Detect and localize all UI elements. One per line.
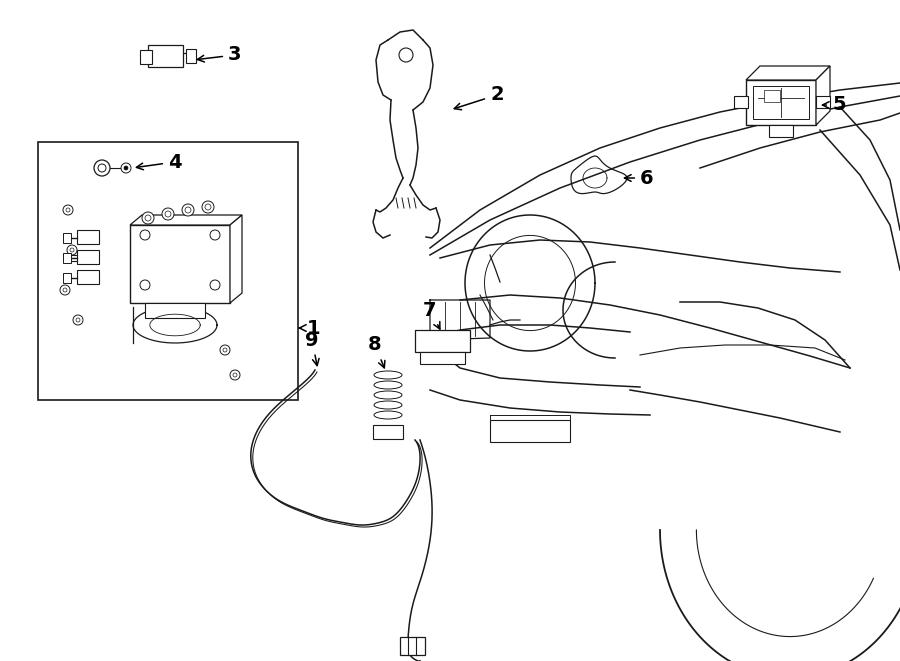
Circle shape [210, 230, 220, 240]
Bar [490, 420, 570, 442]
Circle shape [165, 211, 171, 217]
Text: 4: 4 [137, 153, 182, 171]
Bar [145, 303, 205, 318]
Bar [415, 330, 470, 352]
Circle shape [210, 280, 220, 290]
Circle shape [399, 48, 413, 62]
Circle shape [142, 212, 154, 224]
Bar [63, 253, 71, 263]
Circle shape [140, 230, 150, 240]
Bar [373, 425, 403, 439]
Circle shape [182, 204, 194, 216]
Bar [816, 96, 830, 108]
Text: 7: 7 [423, 301, 440, 329]
Circle shape [121, 163, 131, 173]
Bar [130, 225, 230, 303]
Bar [734, 96, 748, 108]
Circle shape [223, 348, 227, 352]
Bar [38, 142, 298, 400]
Polygon shape [746, 66, 830, 80]
Polygon shape [130, 215, 242, 225]
Bar [400, 637, 425, 655]
Ellipse shape [374, 401, 402, 409]
Circle shape [60, 285, 70, 295]
Bar [77, 230, 99, 244]
Circle shape [63, 205, 73, 215]
Polygon shape [230, 215, 242, 303]
Circle shape [67, 245, 77, 255]
Circle shape [185, 207, 191, 213]
Bar [753, 86, 809, 119]
Bar [77, 250, 99, 264]
Circle shape [66, 208, 70, 212]
Circle shape [202, 201, 214, 213]
Circle shape [205, 204, 211, 210]
Ellipse shape [374, 381, 402, 389]
Ellipse shape [374, 371, 402, 379]
Circle shape [140, 280, 150, 290]
Circle shape [230, 370, 240, 380]
Text: 2: 2 [454, 85, 504, 110]
Bar [186, 49, 196, 63]
Bar [746, 80, 816, 125]
Bar [140, 50, 152, 64]
Circle shape [124, 166, 128, 170]
Text: 9: 9 [305, 330, 320, 366]
Circle shape [162, 208, 174, 220]
Circle shape [145, 215, 151, 221]
Circle shape [233, 373, 237, 377]
Circle shape [76, 318, 80, 322]
Bar [148, 45, 183, 67]
Text: 6: 6 [625, 169, 653, 188]
Bar [63, 273, 71, 283]
Bar [769, 125, 793, 137]
Circle shape [70, 248, 74, 252]
Text: 1: 1 [300, 319, 320, 338]
Bar [420, 352, 465, 364]
Text: 5: 5 [823, 95, 846, 114]
Circle shape [94, 160, 110, 176]
Bar [63, 233, 71, 243]
Circle shape [98, 164, 106, 172]
Circle shape [63, 288, 67, 292]
Circle shape [220, 345, 230, 355]
Circle shape [73, 315, 83, 325]
Ellipse shape [374, 391, 402, 399]
Bar [77, 270, 99, 284]
Polygon shape [816, 66, 830, 125]
Text: 3: 3 [197, 46, 241, 65]
Text: 8: 8 [368, 336, 385, 368]
Ellipse shape [374, 411, 402, 419]
Bar [764, 90, 780, 102]
